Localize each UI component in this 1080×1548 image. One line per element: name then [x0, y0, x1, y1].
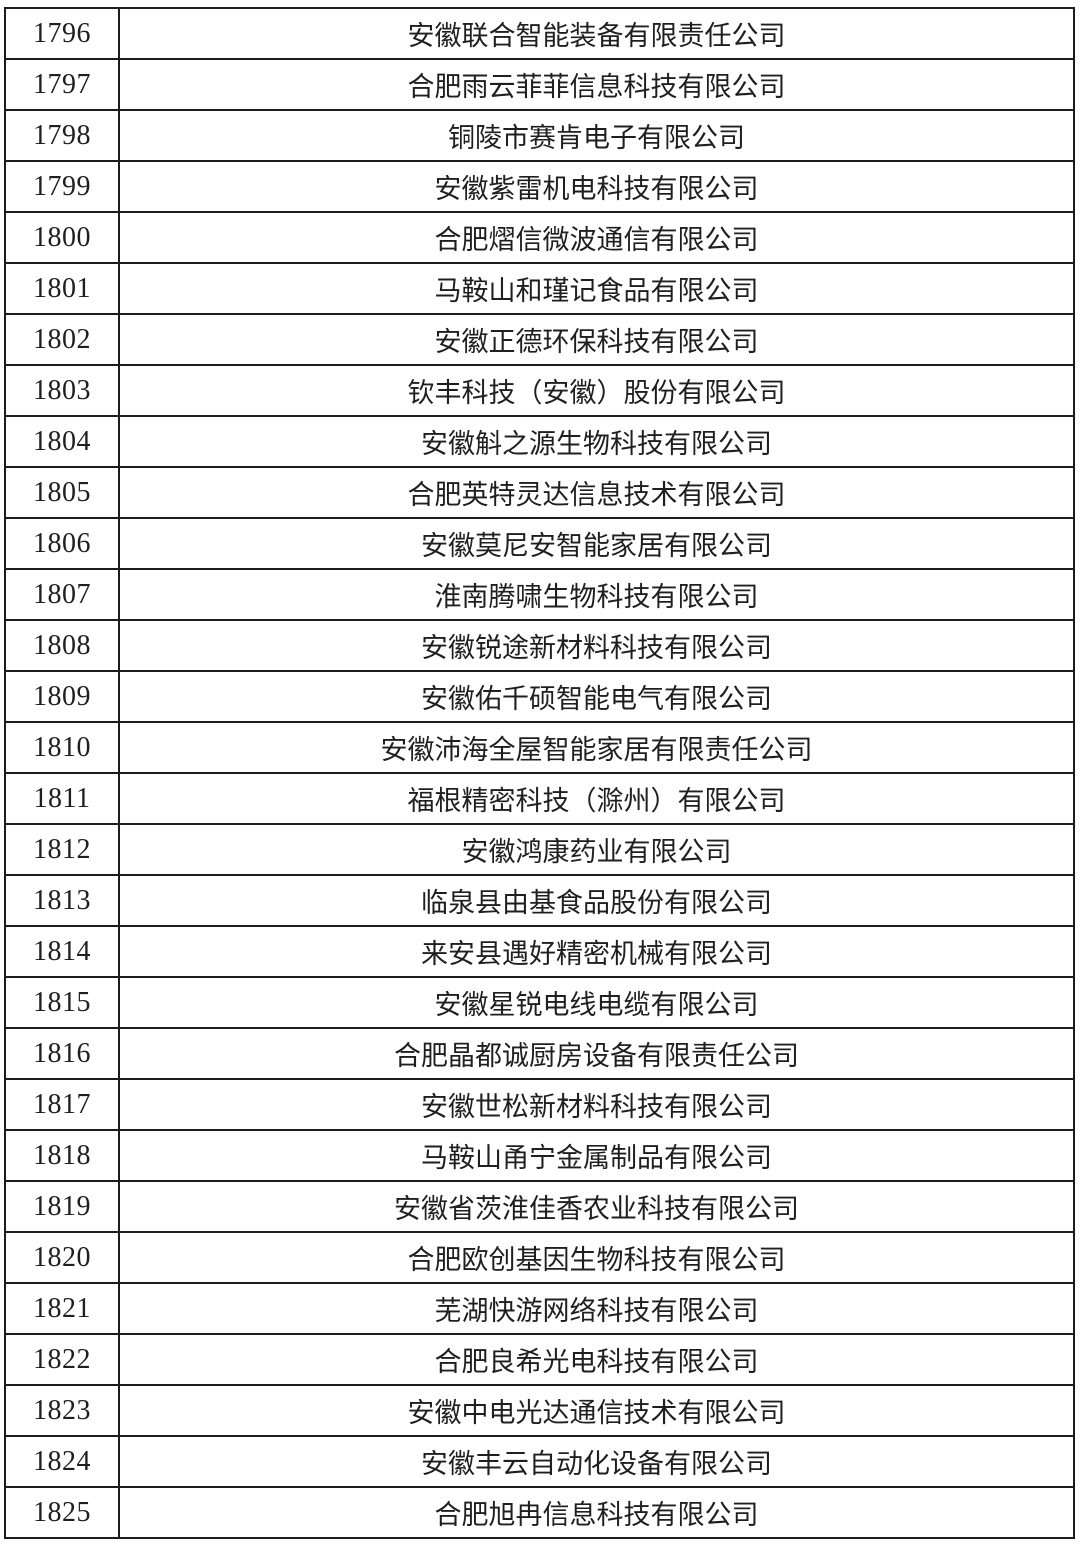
table-row: 1811 福根精密科技（滁州）有限公司 [4, 772, 1075, 825]
table-row: 1812 安徽鸿康药业有限公司 [4, 823, 1075, 876]
company-name-cell: 铜陵市赛肯电子有限公司 [118, 109, 1075, 162]
table-row: 1808 安徽锐途新材料科技有限公司 [4, 619, 1075, 672]
table-row: 1804 安徽斛之源生物科技有限公司 [4, 415, 1075, 468]
company-name-cell: 安徽省茨淮佳香农业科技有限公司 [118, 1180, 1075, 1233]
table-row: 1817 安徽世松新材料科技有限公司 [4, 1078, 1075, 1131]
table-row: 1802 安徽正德环保科技有限公司 [4, 313, 1075, 366]
row-number-cell: 1817 [4, 1078, 120, 1131]
row-number-cell: 1802 [4, 313, 120, 366]
company-name-cell: 安徽锐途新材料科技有限公司 [118, 619, 1075, 672]
row-number-cell: 1818 [4, 1129, 120, 1182]
row-number-cell: 1825 [4, 1486, 120, 1539]
company-name-cell: 临泉县由基食品股份有限公司 [118, 874, 1075, 927]
row-number-cell: 1806 [4, 517, 120, 570]
company-name-cell: 安徽星锐电线电缆有限公司 [118, 976, 1075, 1029]
table-row: 1803 钦丰科技（安徽）股份有限公司 [4, 364, 1075, 417]
company-name-cell: 合肥熠信微波通信有限公司 [118, 211, 1075, 264]
company-name-cell: 安徽丰云自动化设备有限公司 [118, 1435, 1075, 1488]
company-name-cell: 合肥良希光电科技有限公司 [118, 1333, 1075, 1386]
company-name-cell: 安徽佑千硕智能电气有限公司 [118, 670, 1075, 723]
company-name-cell: 安徽沛海全屋智能家居有限责任公司 [118, 721, 1075, 774]
row-number-cell: 1821 [4, 1282, 120, 1335]
table-body: 1796 安徽联合智能装备有限责任公司 1797 合肥雨云菲菲信息科技有限公司 … [4, 7, 1075, 1539]
company-name-cell: 安徽斛之源生物科技有限公司 [118, 415, 1075, 468]
row-number-cell: 1803 [4, 364, 120, 417]
row-number-cell: 1809 [4, 670, 120, 723]
row-number-cell: 1822 [4, 1333, 120, 1386]
table-row: 1818 马鞍山甬宁金属制品有限公司 [4, 1129, 1075, 1182]
table-row: 1824 安徽丰云自动化设备有限公司 [4, 1435, 1075, 1488]
company-name-cell: 安徽联合智能装备有限责任公司 [118, 7, 1075, 60]
company-name-cell: 合肥英特灵达信息技术有限公司 [118, 466, 1075, 519]
table-row: 1820 合肥欧创基因生物科技有限公司 [4, 1231, 1075, 1284]
table-row: 1800 合肥熠信微波通信有限公司 [4, 211, 1075, 264]
company-name-cell: 芜湖快游网络科技有限公司 [118, 1282, 1075, 1335]
table-row: 1814 来安县遇好精密机械有限公司 [4, 925, 1075, 978]
table-row: 1813 临泉县由基食品股份有限公司 [4, 874, 1075, 927]
table-row: 1821 芜湖快游网络科技有限公司 [4, 1282, 1075, 1335]
row-number-cell: 1800 [4, 211, 120, 264]
table-row: 1810 安徽沛海全屋智能家居有限责任公司 [4, 721, 1075, 774]
row-number-cell: 1811 [4, 772, 120, 825]
table-row: 1801 马鞍山和瑾记食品有限公司 [4, 262, 1075, 315]
row-number-cell: 1810 [4, 721, 120, 774]
table-row: 1806 安徽莫尼安智能家居有限公司 [4, 517, 1075, 570]
company-name-cell: 淮南腾啸生物科技有限公司 [118, 568, 1075, 621]
company-name-cell: 安徽莫尼安智能家居有限公司 [118, 517, 1075, 570]
company-name-cell: 安徽鸿康药业有限公司 [118, 823, 1075, 876]
row-number-cell: 1819 [4, 1180, 120, 1233]
row-number-cell: 1801 [4, 262, 120, 315]
table-row: 1799 安徽紫雷机电科技有限公司 [4, 160, 1075, 213]
company-name-cell: 安徽世松新材料科技有限公司 [118, 1078, 1075, 1131]
row-number-cell: 1799 [4, 160, 120, 213]
company-name-cell: 合肥欧创基因生物科技有限公司 [118, 1231, 1075, 1284]
company-name-cell: 合肥晶都诚厨房设备有限责任公司 [118, 1027, 1075, 1080]
table-row: 1796 安徽联合智能装备有限责任公司 [4, 7, 1075, 60]
table-row: 1805 合肥英特灵达信息技术有限公司 [4, 466, 1075, 519]
row-number-cell: 1815 [4, 976, 120, 1029]
company-list-table: 1796 安徽联合智能装备有限责任公司 1797 合肥雨云菲菲信息科技有限公司 … [4, 7, 1075, 1539]
company-name-cell: 安徽正德环保科技有限公司 [118, 313, 1075, 366]
table-row: 1797 合肥雨云菲菲信息科技有限公司 [4, 58, 1075, 111]
table-row: 1823 安徽中电光达通信技术有限公司 [4, 1384, 1075, 1437]
company-name-cell: 来安县遇好精密机械有限公司 [118, 925, 1075, 978]
company-name-cell: 安徽中电光达通信技术有限公司 [118, 1384, 1075, 1437]
row-number-cell: 1820 [4, 1231, 120, 1284]
row-number-cell: 1804 [4, 415, 120, 468]
row-number-cell: 1816 [4, 1027, 120, 1080]
company-name-cell: 合肥雨云菲菲信息科技有限公司 [118, 58, 1075, 111]
row-number-cell: 1797 [4, 58, 120, 111]
company-name-cell: 钦丰科技（安徽）股份有限公司 [118, 364, 1075, 417]
row-number-cell: 1807 [4, 568, 120, 621]
row-number-cell: 1798 [4, 109, 120, 162]
company-name-cell: 福根精密科技（滁州）有限公司 [118, 772, 1075, 825]
table-row: 1825 合肥旭冉信息科技有限公司 [4, 1486, 1075, 1539]
row-number-cell: 1823 [4, 1384, 120, 1437]
row-number-cell: 1805 [4, 466, 120, 519]
company-name-cell: 马鞍山和瑾记食品有限公司 [118, 262, 1075, 315]
row-number-cell: 1812 [4, 823, 120, 876]
table-row: 1807 淮南腾啸生物科技有限公司 [4, 568, 1075, 621]
row-number-cell: 1808 [4, 619, 120, 672]
table-row: 1816 合肥晶都诚厨房设备有限责任公司 [4, 1027, 1075, 1080]
row-number-cell: 1824 [4, 1435, 120, 1488]
table-row: 1798 铜陵市赛肯电子有限公司 [4, 109, 1075, 162]
row-number-cell: 1813 [4, 874, 120, 927]
company-name-cell: 马鞍山甬宁金属制品有限公司 [118, 1129, 1075, 1182]
table-row: 1815 安徽星锐电线电缆有限公司 [4, 976, 1075, 1029]
table-row: 1822 合肥良希光电科技有限公司 [4, 1333, 1075, 1386]
company-name-cell: 合肥旭冉信息科技有限公司 [118, 1486, 1075, 1539]
row-number-cell: 1796 [4, 7, 120, 60]
row-number-cell: 1814 [4, 925, 120, 978]
company-name-cell: 安徽紫雷机电科技有限公司 [118, 160, 1075, 213]
table-row: 1819 安徽省茨淮佳香农业科技有限公司 [4, 1180, 1075, 1233]
table-row: 1809 安徽佑千硕智能电气有限公司 [4, 670, 1075, 723]
